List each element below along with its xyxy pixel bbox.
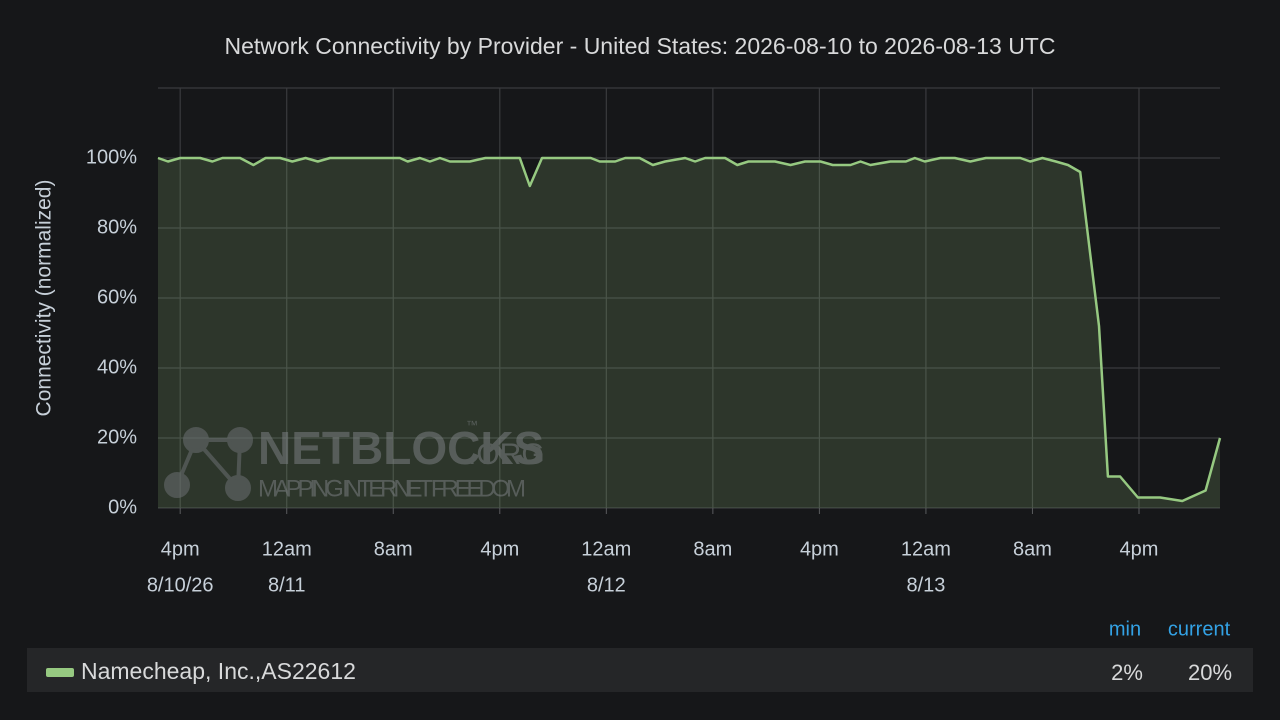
legend-column-header[interactable]: current bbox=[1168, 618, 1231, 640]
x-tick-label: 12am bbox=[581, 538, 631, 560]
legend-swatch bbox=[46, 668, 74, 677]
y-tick-label: 40% bbox=[97, 356, 137, 378]
x-tick-label: 4pm bbox=[161, 538, 200, 560]
watermark-brand: NETBLOCKS bbox=[258, 422, 544, 474]
x-tick-label: 8am bbox=[374, 538, 413, 560]
logo-node bbox=[164, 472, 190, 498]
x-tick-sublabel: 8/12 bbox=[587, 574, 626, 596]
logo-node bbox=[183, 427, 209, 453]
y-axis-label: Connectivity (normalized) bbox=[33, 180, 56, 417]
x-tick-label: 12am bbox=[901, 538, 951, 560]
chart-title: Network Connectivity by Provider - Unite… bbox=[225, 33, 1056, 59]
y-tick-label: 20% bbox=[97, 426, 137, 448]
x-tick-label: 12am bbox=[262, 538, 312, 560]
logo-node bbox=[227, 427, 253, 453]
logo-node bbox=[225, 475, 251, 501]
x-tick-label: 8am bbox=[1013, 538, 1052, 560]
watermark-mark: ™ bbox=[466, 418, 478, 432]
plot bbox=[157, 156, 1222, 508]
x-tick-sublabel: 8/11 bbox=[268, 574, 305, 596]
series-area bbox=[158, 158, 1220, 508]
x-tick-sublabel: 8/13 bbox=[906, 574, 945, 596]
watermark-suffix: .ORG bbox=[468, 438, 545, 471]
y-tick-label: 100% bbox=[86, 146, 137, 168]
legend-column-header[interactable]: min bbox=[1109, 618, 1141, 640]
legend-row bbox=[27, 648, 1253, 692]
x-tick-label: 4pm bbox=[800, 538, 839, 560]
series-line bbox=[157, 156, 1222, 503]
y-tick-label: 60% bbox=[97, 286, 137, 308]
legend-min: 2% bbox=[1111, 660, 1143, 685]
x-tick-sublabel: 8/10/26 bbox=[147, 574, 214, 596]
y-tick-label: 0% bbox=[108, 496, 137, 518]
x-tick-label: 8am bbox=[693, 538, 732, 560]
legend-current: 20% bbox=[1188, 660, 1232, 685]
x-tick-label: 4pm bbox=[480, 538, 519, 560]
x-tick-label: 4pm bbox=[1120, 538, 1159, 560]
legend-entry[interactable]: Namecheap, Inc.,AS22612 bbox=[81, 658, 356, 684]
y-tick-label: 80% bbox=[97, 216, 137, 238]
watermark-tagline: MAPPING INTERNET FREEDOM bbox=[258, 475, 526, 502]
watermark-logo bbox=[164, 427, 253, 501]
watermark: NETBLOCKS ™ .ORG MAPPING INTERNET FREEDO… bbox=[164, 418, 545, 502]
